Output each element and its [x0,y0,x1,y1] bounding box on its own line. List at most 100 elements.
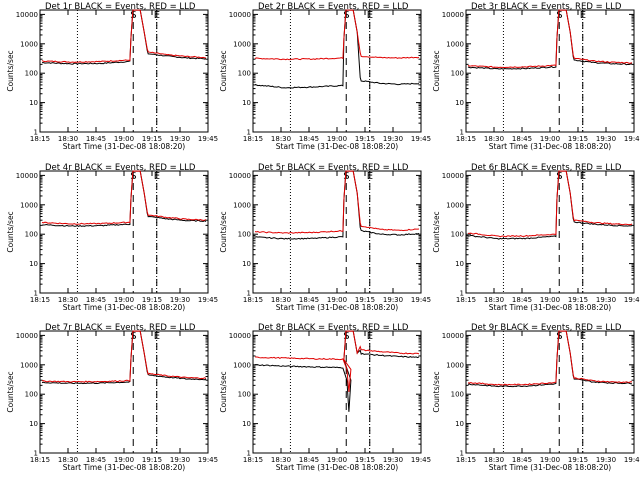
panel-title: Det 7r BLACK = Events, RED = LLD [45,323,196,333]
x-tick-label: 18:30 [484,456,504,464]
x-tick-label: 18:15 [456,296,476,304]
x-tick-label: 19:15 [355,296,375,304]
y-tick-label: 1000 [233,201,251,209]
interval-start-label: S [130,10,136,21]
plot-frame [465,330,635,454]
x-tick-label: 18:45 [86,456,106,464]
series-line-lld [254,9,420,61]
interval-end-label: E [580,331,586,342]
series-line-events [467,9,633,70]
x-tick-label: 19:30 [596,456,616,464]
y-axis-label: Counts/sec [432,211,441,252]
y-axis-label: Counts/sec [219,371,228,412]
interval-end-label: E [367,331,373,342]
x-tick-label: 19:45 [411,135,431,143]
series-line-lld [467,9,633,69]
panel-det-6r: Det 6r BLACK = Events, RED = LLD 1 10 100 10… [432,163,640,312]
x-tick-label: 18:30 [58,456,78,464]
x-tick-label: 18:15 [456,135,476,143]
x-tick-label: 18:45 [512,135,532,143]
panel-det-1r: Det 1r BLACK = Events, RED = LLD 1 10 100 10… [6,2,218,151]
y-tick-label: 10 [242,420,251,428]
panel-det-3r: Det 3r BLACK = Events, RED = LLD 1 10 100 10… [432,2,640,151]
x-tick-label: 19:30 [170,135,190,143]
y-tick-label: 1 [460,450,464,458]
x-tick-label: 19:45 [198,456,218,464]
y-tick-label: 10 [455,260,464,268]
x-tick-label: 18:30 [58,135,78,143]
plot-frame [252,9,422,133]
y-tick-label: 1000 [20,40,38,48]
plot-frame [39,170,209,294]
y-tick-label: 1000 [20,201,38,209]
y-tick-label: 1 [34,129,38,137]
panel-title: Det 4r BLACK = Events, RED = LLD [45,163,196,173]
y-tick-label: 10000 [442,172,464,180]
x-tick-label: 18:30 [271,296,291,304]
panel-det-4r: Det 4r BLACK = Events, RED = LLD 1 10 100 10… [6,163,218,312]
y-tick-label: 1 [247,290,251,298]
y-tick-label: 100 [451,231,464,239]
plot-frame [465,170,635,294]
series-line-lld [254,330,420,392]
y-axis-label: Counts/sec [6,50,15,91]
x-tick-label: 19:30 [596,135,616,143]
x-tick-label: 19:00 [114,135,134,143]
x-tick-label: 19:15 [142,456,162,464]
x-tick-label: 18:15 [30,135,50,143]
interval-end-label: E [367,10,373,21]
x-axis-label: Start Time (31-Dec-08 18:08:20) [63,463,185,472]
y-axis-label: Counts/sec [432,371,441,412]
y-tick-label: 10000 [229,172,251,180]
series-line-events [467,330,633,388]
x-tick-label: 19:00 [540,296,560,304]
y-tick-label: 1 [247,129,251,137]
x-tick-label: 19:00 [327,456,347,464]
y-tick-label: 10 [29,420,38,428]
interval-end-label: E [154,171,160,182]
series-line-lld [254,170,420,234]
interval-start-label: S [130,171,136,182]
x-tick-label: 19:45 [198,296,218,304]
x-tick-label: 19:15 [568,456,588,464]
panel-title: Det 2r BLACK = Events, RED = LLD [258,2,409,12]
x-axis-label: Start Time (31-Dec-08 18:08:20) [489,463,611,472]
interval-start-label: S [343,171,349,182]
x-axis-label: Start Time (31-Dec-08 18:08:20) [63,303,185,312]
x-tick-label: 18:45 [299,296,319,304]
y-tick-label: 10 [29,99,38,107]
interval-end-label: E [580,10,586,21]
y-tick-label: 100 [238,231,251,239]
y-tick-label: 100 [25,70,38,78]
series-line-lld [41,9,207,63]
x-tick-label: 18:15 [30,456,50,464]
x-axis-label: Start Time (31-Dec-08 18:08:20) [489,142,611,151]
series-line-lld [467,330,633,386]
x-tick-label: 18:45 [299,456,319,464]
y-tick-label: 10000 [229,332,251,340]
x-tick-label: 18:45 [512,296,532,304]
y-tick-label: 1000 [446,201,464,209]
y-axis-label: Counts/sec [219,50,228,91]
x-tick-label: 18:45 [299,135,319,143]
x-tick-label: 18:15 [243,135,263,143]
y-tick-label: 10000 [229,11,251,19]
y-tick-label: 10000 [16,11,38,19]
x-tick-label: 19:45 [624,456,640,464]
interval-end-label: E [580,171,586,182]
y-tick-label: 10000 [16,172,38,180]
y-axis-label: Counts/sec [6,371,15,412]
y-tick-label: 100 [451,70,464,78]
plot-frame [252,330,422,454]
x-tick-label: 19:15 [568,296,588,304]
series-line-events [254,9,420,89]
series-line-lld [467,170,633,238]
y-tick-label: 1 [460,129,464,137]
series-line-events [42,9,207,65]
x-tick-label: 18:15 [30,296,50,304]
panel-det-5r: Det 5r BLACK = Events, RED = LLD 1 10 100 10… [219,163,431,312]
x-tick-label: 19:30 [383,135,403,143]
series-line-lld [41,330,207,383]
panel-title: Det 8r BLACK = Events, RED = LLD [258,323,409,333]
y-tick-label: 100 [25,231,38,239]
